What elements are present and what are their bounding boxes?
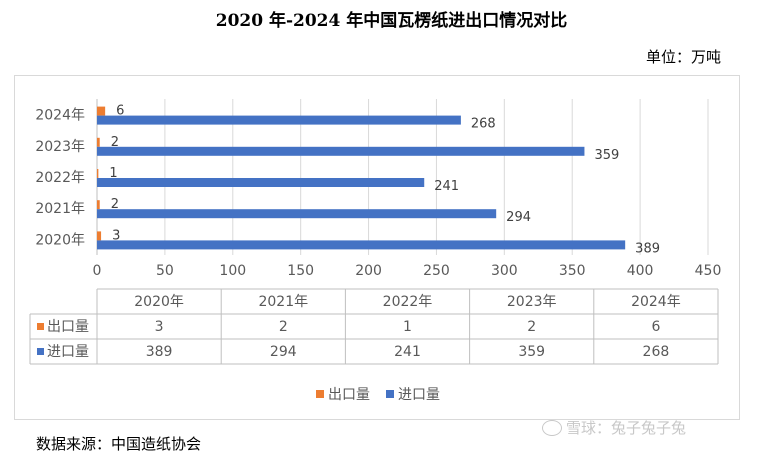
bar-export: [97, 137, 100, 147]
x-tick-label: 250: [423, 263, 450, 279]
table-cell: 241: [394, 344, 421, 360]
table-cell: 359: [518, 344, 545, 360]
bar-import: [97, 209, 497, 219]
data-label-export: 2: [111, 135, 119, 150]
x-tick-label: 50: [156, 263, 174, 279]
bar-export: [97, 169, 99, 178]
y-tick-label: 2020年: [35, 232, 85, 248]
data-label-export: 6: [116, 104, 124, 119]
table-cell: 294: [270, 344, 297, 360]
x-tick-label: 200: [355, 263, 382, 279]
table-key-import: [37, 348, 44, 355]
table-header: 2021年: [258, 294, 308, 310]
y-tick-label: 2022年: [35, 170, 85, 186]
unit-label: 单位：万吨: [645, 48, 721, 66]
data-label-export: 3: [112, 228, 120, 243]
x-tick-label: 350: [559, 263, 586, 279]
x-tick-label: 300: [491, 263, 518, 279]
table-series-name: 出口量: [47, 319, 89, 335]
x-tick-label: 450: [695, 263, 722, 279]
y-tick-label: 2023年: [35, 139, 85, 155]
legend-swatch-import: [386, 390, 394, 398]
legend-swatch-export: [316, 390, 324, 398]
bar-export: [97, 231, 102, 241]
table-header: 2023年: [507, 294, 557, 310]
x-tick-label: 150: [287, 263, 314, 279]
data-label-export: 2: [111, 197, 119, 212]
chart-title: 2020 年-2024 年中国瓦楞纸进出口情况对比: [215, 11, 568, 31]
watermark: 雪球：兔子兔子兔: [542, 417, 686, 438]
table-cell: 6: [651, 319, 660, 335]
data-source: 数据来源：中国造纸协会: [36, 435, 202, 453]
x-tick-label: 400: [627, 263, 654, 279]
table-cell: 2: [279, 319, 288, 335]
table-cell: 2: [527, 319, 536, 335]
chat-bubble-icon: [542, 419, 562, 436]
data-label-import: 389: [635, 241, 660, 256]
legend-label-import: 进口量: [398, 387, 440, 403]
table-header: 2024年: [631, 294, 681, 310]
data-label-import: 359: [594, 148, 619, 163]
chart-frame: [14, 75, 740, 420]
data-label-import: 241: [434, 179, 459, 194]
table-key-export: [37, 323, 44, 330]
data-label-import: 268: [471, 117, 496, 132]
data-label-import: 294: [506, 210, 531, 225]
legend-label-export: 出口量: [328, 387, 370, 403]
bar-import: [97, 146, 585, 156]
table-cell: 1: [403, 319, 412, 335]
bar-import: [97, 178, 425, 187]
table-cell: 3: [155, 319, 164, 335]
bar-import: [97, 240, 626, 250]
x-tick-label: 100: [219, 263, 246, 279]
table-cell: 389: [146, 344, 173, 360]
x-tick-label: 0: [93, 263, 102, 279]
table-header: 2022年: [383, 294, 433, 310]
data-label-export: 1: [109, 166, 117, 181]
table-cell: 268: [643, 344, 670, 360]
y-tick-label: 2024年: [35, 108, 85, 124]
bar-import: [97, 115, 461, 125]
watermark-text: 雪球：兔子兔子兔: [566, 419, 687, 437]
y-tick-label: 2021年: [35, 201, 85, 217]
bar-export: [97, 106, 106, 116]
table-series-name: 进口量: [47, 344, 89, 360]
table-header: 2020年: [134, 294, 184, 310]
bar-export: [97, 200, 100, 210]
